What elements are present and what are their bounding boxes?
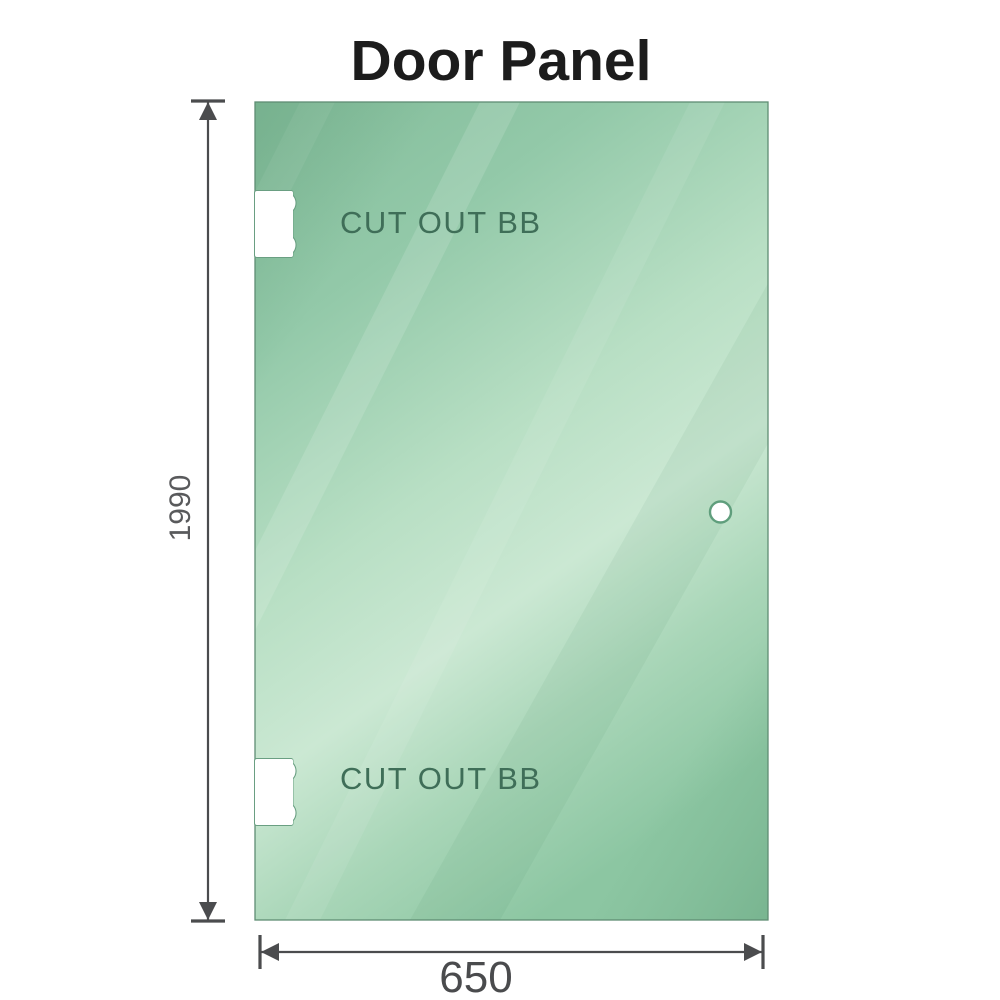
svg-text:1990: 1990 <box>164 475 197 542</box>
svg-text:650: 650 <box>439 953 512 1000</box>
svg-text:Door Panel: Door Panel <box>351 29 652 93</box>
svg-text:CUT OUT BB: CUT OUT BB <box>340 761 542 796</box>
svg-text:CUT OUT BB: CUT OUT BB <box>340 205 542 240</box>
